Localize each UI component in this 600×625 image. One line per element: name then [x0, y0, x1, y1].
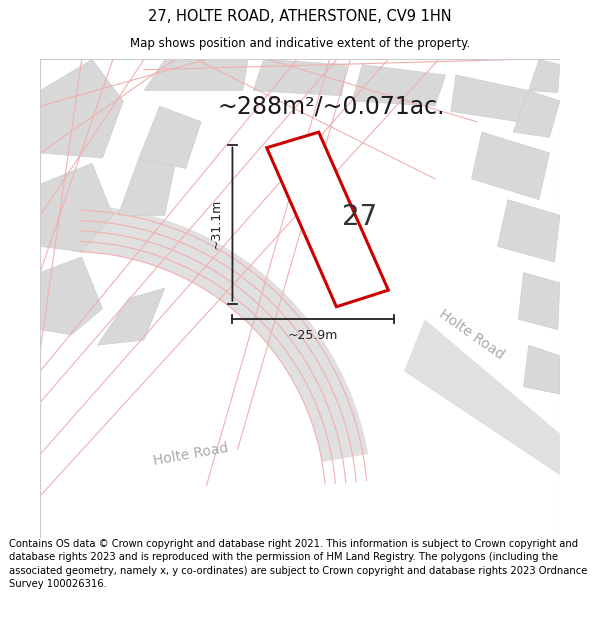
Polygon shape	[472, 132, 550, 200]
Polygon shape	[352, 64, 446, 106]
Polygon shape	[40, 59, 124, 158]
Text: Holte Road: Holte Road	[152, 441, 230, 468]
Text: ~31.1m: ~31.1m	[209, 199, 223, 249]
Polygon shape	[404, 319, 560, 475]
Text: Holte Road: Holte Road	[436, 308, 506, 362]
Polygon shape	[253, 59, 347, 96]
Polygon shape	[513, 91, 560, 138]
Polygon shape	[497, 200, 560, 262]
Polygon shape	[529, 59, 560, 92]
Text: ~288m²/~0.071ac.: ~288m²/~0.071ac.	[217, 94, 445, 118]
Polygon shape	[451, 75, 529, 122]
Polygon shape	[144, 59, 248, 91]
Polygon shape	[118, 158, 175, 215]
Polygon shape	[523, 345, 560, 394]
Text: Map shows position and indicative extent of the property.: Map shows position and indicative extent…	[130, 37, 470, 50]
Polygon shape	[71, 205, 368, 462]
Text: ~25.9m: ~25.9m	[288, 329, 338, 342]
Polygon shape	[40, 163, 113, 252]
Polygon shape	[40, 257, 103, 335]
Text: Contains OS data © Crown copyright and database right 2021. This information is : Contains OS data © Crown copyright and d…	[9, 539, 587, 589]
Text: 27: 27	[341, 203, 377, 231]
Polygon shape	[97, 288, 165, 345]
Polygon shape	[139, 106, 201, 169]
Polygon shape	[267, 132, 388, 307]
Text: 27, HOLTE ROAD, ATHERSTONE, CV9 1HN: 27, HOLTE ROAD, ATHERSTONE, CV9 1HN	[148, 9, 452, 24]
Polygon shape	[518, 272, 560, 329]
